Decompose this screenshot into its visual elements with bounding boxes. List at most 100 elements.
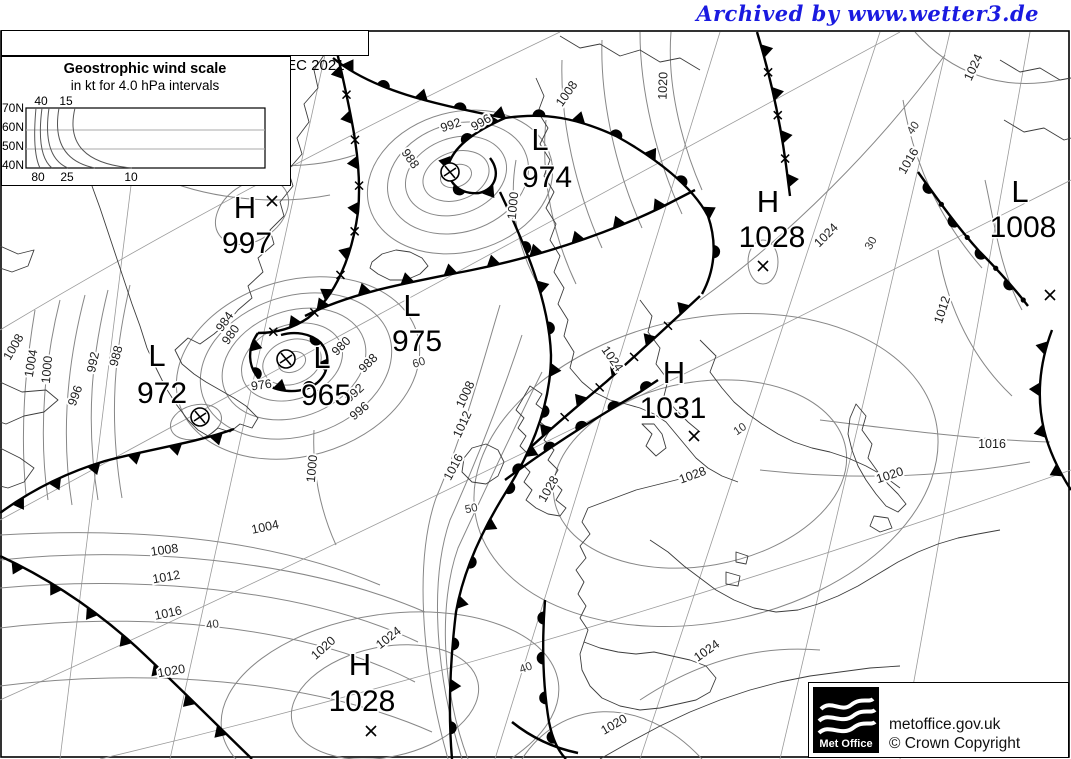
- pressure-center-L965: L 965: [276, 339, 353, 414]
- warm-front-semicircle: [607, 400, 620, 411]
- coastline: [869, 515, 893, 533]
- pressure-letter: H: [349, 647, 371, 682]
- wind-scale-bottom-label: 25: [60, 170, 74, 184]
- coastline: [535, 77, 739, 483]
- cold-front-triangle: [549, 362, 562, 377]
- isobar-label: 1020: [656, 72, 671, 100]
- cold-front-triangle: [536, 280, 550, 294]
- graticule-line: [639, 31, 881, 759]
- cold-front-triangle: [760, 44, 774, 58]
- isobar-label: 988: [399, 146, 422, 171]
- frontolysis-x-mark: [763, 67, 773, 77]
- coastline: [575, 507, 591, 643]
- frontolysis-x-mark: [663, 321, 673, 331]
- cold-front-triangle: [87, 462, 101, 476]
- front-occluded: [332, 57, 721, 295]
- front-cold: [0, 427, 235, 514]
- isobar-line: [0, 554, 426, 613]
- cold-front-triangle: [456, 595, 469, 610]
- isobar-line: [544, 119, 577, 285]
- graticule-line: [99, 469, 1071, 759]
- cold-front-triangle: [119, 633, 133, 647]
- warm-front-semicircle: [543, 441, 556, 452]
- wind-scale-bottom-label: 80: [31, 170, 45, 184]
- front-warm-dot: [917, 171, 1029, 307]
- front-occluded: [438, 113, 506, 198]
- warm-front-semicircle: [947, 215, 959, 228]
- cold-front-triangle: [340, 110, 353, 125]
- frontolysis-x-mark: [341, 90, 352, 100]
- front-line: [504, 379, 659, 481]
- isobar-ring: [387, 121, 529, 235]
- met-office-waves-icon: [817, 697, 877, 735]
- isobar-ring: [199, 292, 393, 440]
- front-cold: [0, 554, 253, 759]
- cold-front-triangle: [450, 678, 462, 693]
- coastline: [559, 35, 701, 71]
- frontolysis-x-mark: [350, 226, 360, 236]
- graticule-line: [169, 31, 331, 759]
- metoffice-url: metoffice.gov.uk: [889, 716, 1001, 733]
- isobar-line: [0, 677, 433, 733]
- cold-front-triangle: [85, 606, 99, 620]
- warm-front-semicircle: [575, 420, 588, 431]
- isobar-line: [0, 532, 381, 586]
- front-line: [541, 599, 567, 759]
- isobar-label: 1020: [156, 662, 186, 681]
- coastline: [0, 381, 59, 425]
- center-x-marker: [266, 195, 278, 207]
- cold-front-triangle: [525, 444, 539, 457]
- isobar-label: 992: [84, 350, 102, 373]
- isobar-ring: [552, 379, 848, 569]
- isobar-ring: [422, 150, 490, 202]
- wind-scale-top-label: 15: [59, 94, 73, 108]
- pressure-center-L974: L 974: [440, 121, 574, 196]
- warm-front-semicircle: [676, 175, 688, 187]
- pressure-value: 1031: [640, 392, 707, 425]
- isobar-ring: [241, 322, 343, 402]
- cold-front-triangle: [272, 378, 287, 392]
- coastline: [999, 59, 1071, 81]
- cold-front-triangle: [12, 496, 24, 510]
- coastline: [0, 245, 35, 273]
- coastline: [649, 529, 1001, 613]
- trough-line: [511, 720, 579, 755]
- cold-front-triangle: [1049, 463, 1063, 477]
- cold-front-triangle: [780, 129, 793, 144]
- warm-front-semicircle: [251, 367, 262, 380]
- cold-front-triangle: [50, 582, 63, 596]
- isobar-label: 1016: [978, 437, 1006, 451]
- graticule-line: [494, 31, 721, 759]
- coastline: [1003, 119, 1071, 141]
- cold-front-triangle: [571, 230, 585, 244]
- cold-front-triangle: [486, 113, 500, 127]
- warm-front-semicircle: [539, 691, 547, 705]
- front-line: [0, 554, 253, 759]
- frontolysis-x-mark: [595, 382, 605, 392]
- cold-front-triangle: [209, 432, 223, 446]
- wind-scale-curve: [39, 107, 53, 169]
- front-cold: [1028, 329, 1071, 491]
- warm-front-semicircle: [453, 102, 467, 111]
- pressure-value: 972: [137, 377, 187, 410]
- pressure-value: 997: [222, 227, 272, 260]
- warm-front-semicircle: [1003, 278, 1015, 291]
- wind-scale-curve: [72, 107, 133, 169]
- warm-front-semicircle: [532, 109, 546, 117]
- isobar-ring: [221, 307, 367, 421]
- isobar-label: 992: [439, 115, 463, 135]
- isobar-label: 1008: [553, 78, 580, 109]
- isobar-label: 1012: [450, 409, 474, 440]
- frontolysis-x-mark: [780, 154, 790, 164]
- frontolysis-dot: [938, 201, 944, 207]
- isobar-line: [422, 304, 501, 759]
- isobar-ring: [290, 644, 480, 759]
- isobar-label: 1004: [250, 517, 280, 536]
- frontolysis-x-mark: [354, 181, 364, 191]
- wind-scale-plot-frame: [25, 107, 266, 169]
- isobar-line: [0, 582, 419, 643]
- wind-scale-lat-label: 40N: [2, 158, 24, 172]
